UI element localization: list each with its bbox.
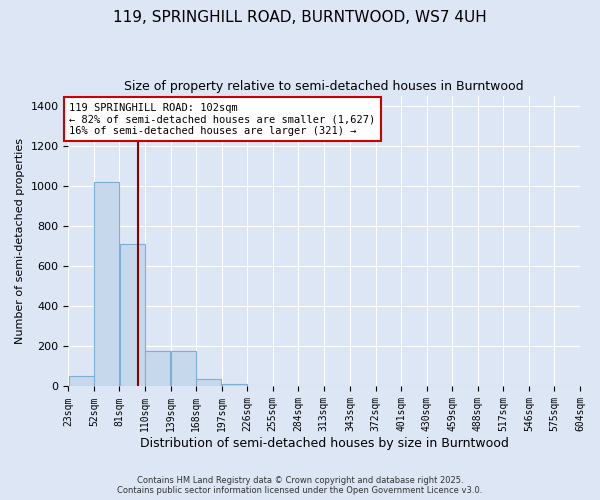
Bar <box>68 376 94 386</box>
Bar <box>222 384 247 386</box>
Bar <box>171 352 196 386</box>
Y-axis label: Number of semi-detached properties: Number of semi-detached properties <box>15 138 25 344</box>
X-axis label: Distribution of semi-detached houses by size in Burntwood: Distribution of semi-detached houses by … <box>140 437 509 450</box>
Text: 119, SPRINGHILL ROAD, BURNTWOOD, WS7 4UH: 119, SPRINGHILL ROAD, BURNTWOOD, WS7 4UH <box>113 10 487 25</box>
Text: Contains HM Land Registry data © Crown copyright and database right 2025.
Contai: Contains HM Land Registry data © Crown c… <box>118 476 482 495</box>
Bar <box>196 380 221 386</box>
Title: Size of property relative to semi-detached houses in Burntwood: Size of property relative to semi-detach… <box>124 80 524 93</box>
Bar <box>145 352 170 386</box>
Bar <box>119 244 145 386</box>
Text: 119 SPRINGHILL ROAD: 102sqm
← 82% of semi-detached houses are smaller (1,627)
16: 119 SPRINGHILL ROAD: 102sqm ← 82% of sem… <box>69 102 376 136</box>
Bar <box>94 182 119 386</box>
